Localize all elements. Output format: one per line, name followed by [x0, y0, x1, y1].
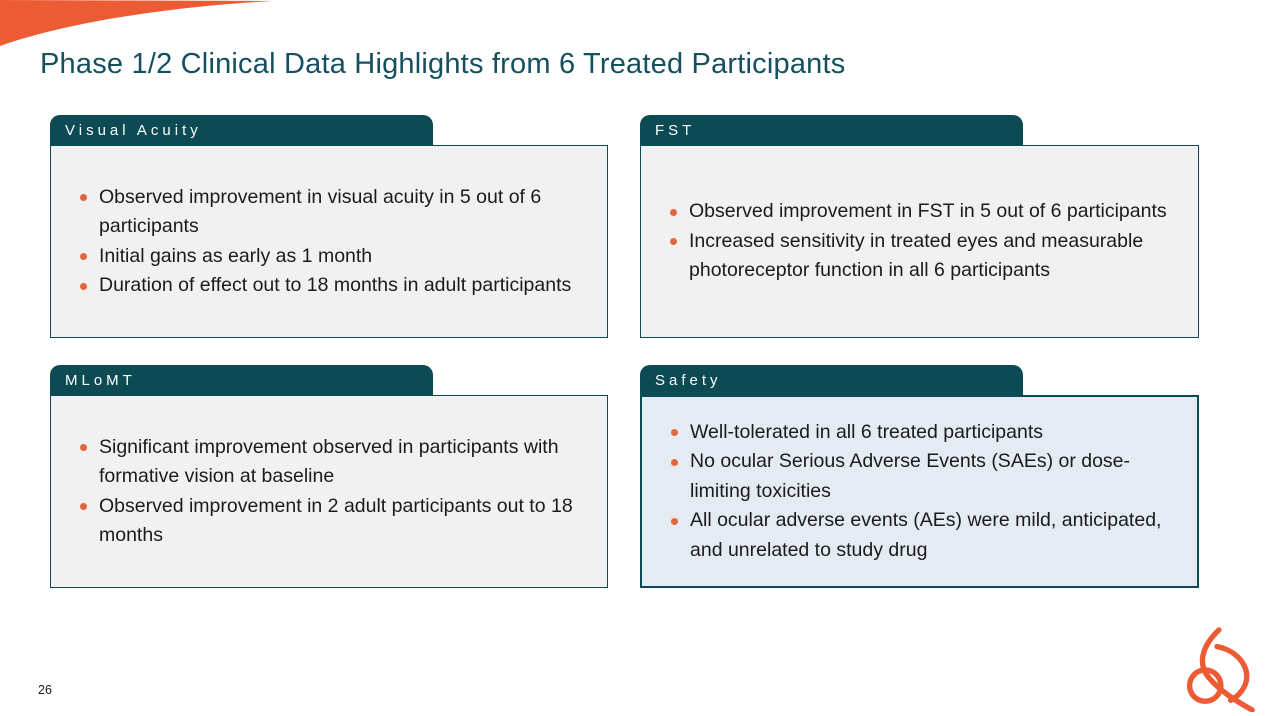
bullet-item: Observed improvement in visual acuity in… — [77, 183, 591, 242]
panel-body-safety: Well-tolerated in all 6 treated particip… — [640, 395, 1199, 588]
page-title: Phase 1/2 Clinical Data Highlights from … — [40, 48, 846, 80]
panel-tab-label: Visual Acuity — [65, 121, 202, 139]
bullet-item: Increased sensitivity in treated eyes an… — [667, 227, 1182, 286]
panel-tab-visual-acuity: Visual Acuity — [50, 115, 433, 145]
bullet-list: Well-tolerated in all 6 treated particip… — [642, 418, 1197, 566]
panel-body-fst: Observed improvement in FST in 5 out of … — [640, 145, 1199, 338]
panel-body-visual-acuity: Observed improvement in visual acuity in… — [50, 145, 608, 338]
panel-body-mlomt: Significant improvement observed in part… — [50, 395, 608, 588]
bullet-item: Observed improvement in FST in 5 out of … — [667, 197, 1182, 227]
panel-tab-safety: Safety — [640, 365, 1023, 395]
panel-tab-fst: FST — [640, 115, 1023, 145]
panel-tab-label: Safety — [655, 371, 722, 389]
bullet-list: Significant improvement observed in part… — [51, 433, 607, 551]
bullet-item: Significant improvement observed in part… — [77, 433, 591, 492]
page-number: 26 — [38, 683, 52, 697]
bullet-item: Duration of effect out to 18 months in a… — [77, 271, 591, 301]
bullet-item: All ocular adverse events (AEs) were mil… — [668, 506, 1181, 565]
orange-corner-swoosh-icon — [0, 0, 274, 46]
bullet-item: Well-tolerated in all 6 treated particip… — [668, 418, 1181, 448]
panel-mlomt: MLoMT Significant improvement observed i… — [50, 365, 608, 588]
bullet-item: Observed improvement in 2 adult particip… — [77, 492, 591, 551]
orange-swirl-logo-icon — [1186, 627, 1255, 712]
bullet-item: No ocular Serious Adverse Events (SAEs) … — [668, 447, 1181, 506]
panel-tab-label: FST — [655, 121, 696, 139]
panel-fst: FST Observed improvement in FST in 5 out… — [640, 115, 1199, 338]
bullet-list: Observed improvement in visual acuity in… — [51, 183, 607, 301]
panels-grid: Visual Acuity Observed improvement in vi… — [50, 115, 1199, 588]
panel-visual-acuity: Visual Acuity Observed improvement in vi… — [50, 115, 608, 338]
panel-tab-mlomt: MLoMT — [50, 365, 433, 395]
bullet-item: Initial gains as early as 1 month — [77, 242, 591, 272]
panel-tab-label: MLoMT — [65, 371, 136, 389]
panel-safety: Safety Well-tolerated in all 6 treated p… — [640, 365, 1199, 588]
bullet-list: Observed improvement in FST in 5 out of … — [641, 197, 1198, 286]
